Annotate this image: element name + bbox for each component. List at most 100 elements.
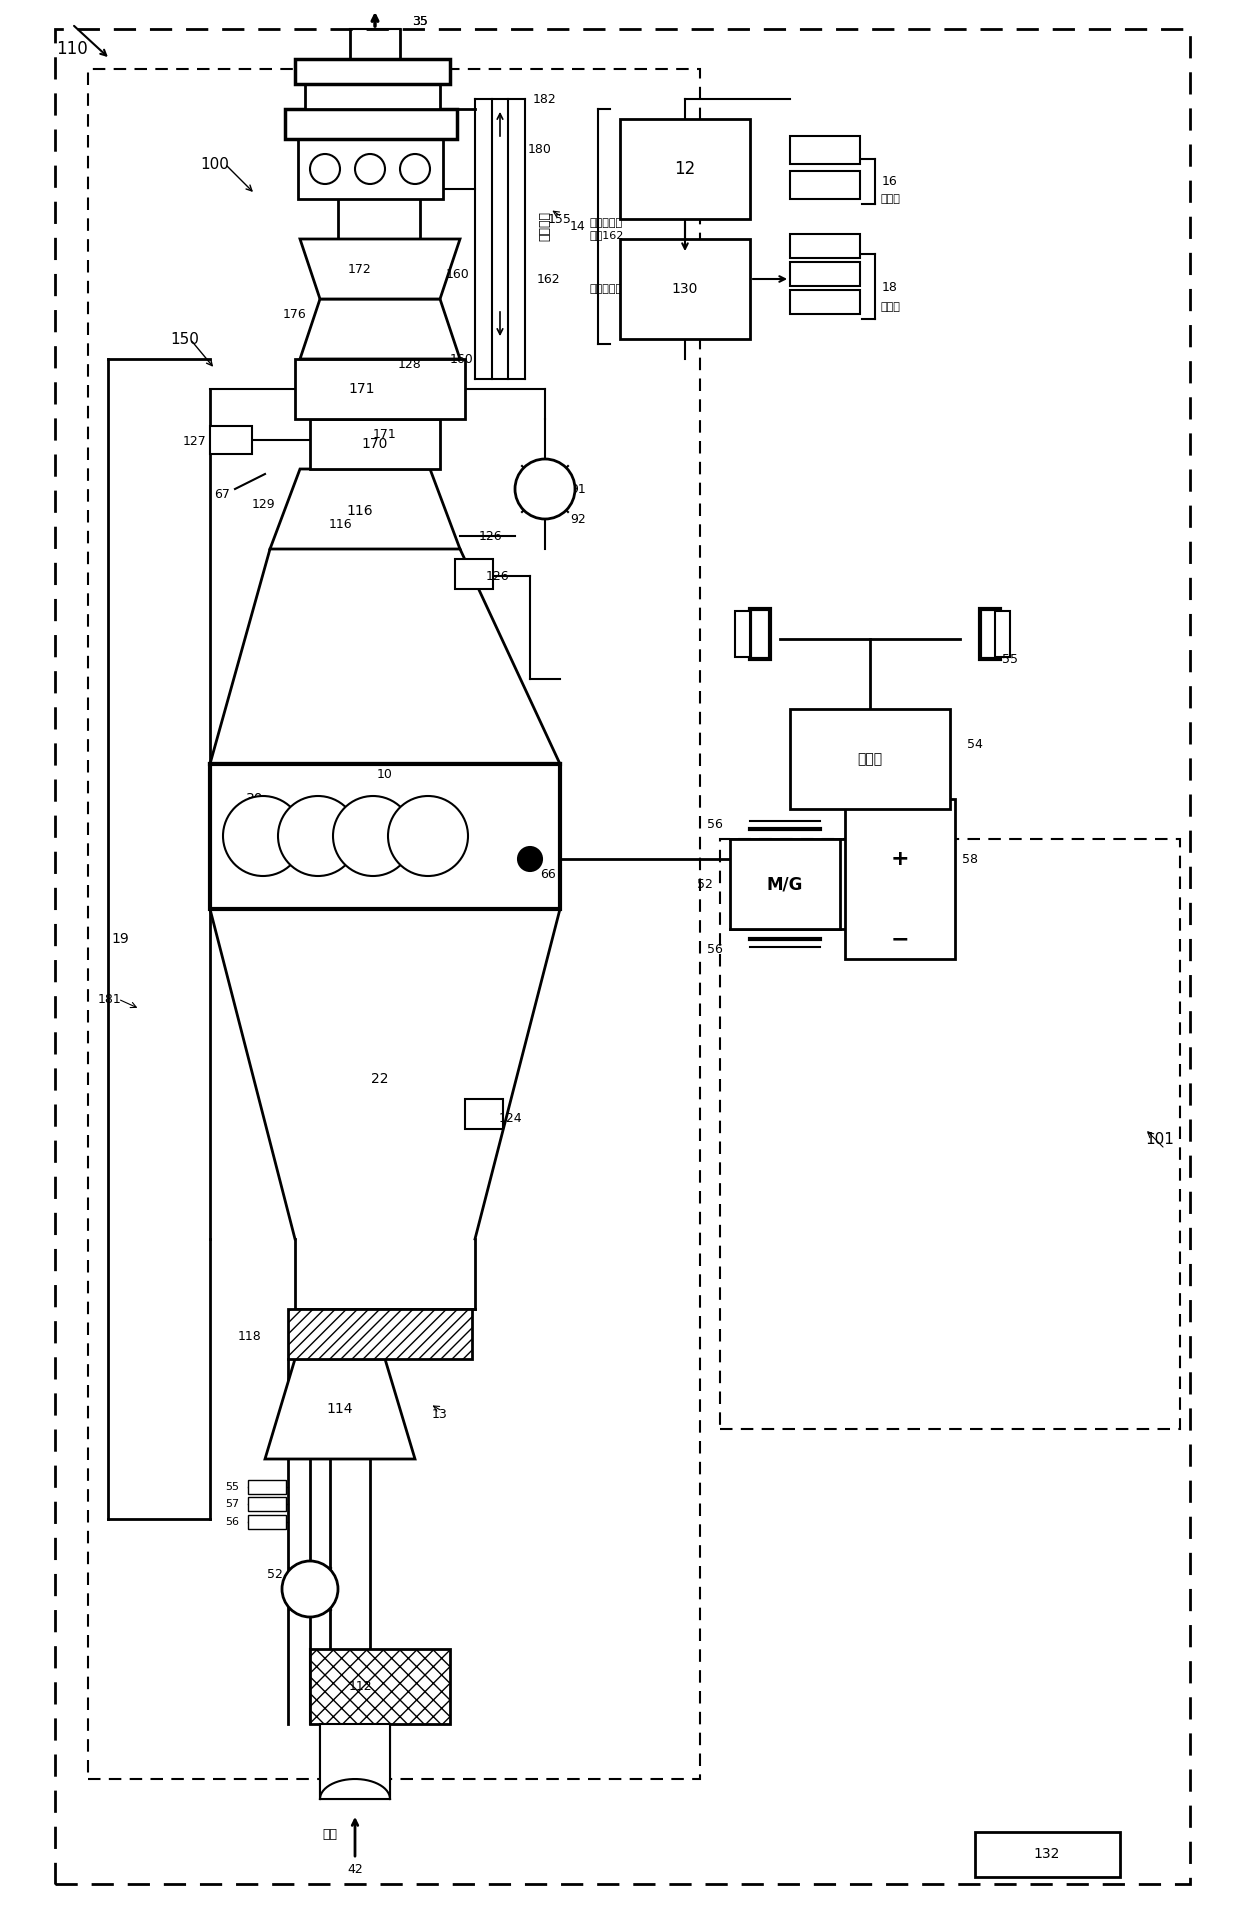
Text: 10: 10 <box>377 768 393 781</box>
Text: 110: 110 <box>56 40 88 58</box>
Text: 56: 56 <box>707 817 723 831</box>
Circle shape <box>223 796 303 875</box>
FancyBboxPatch shape <box>310 1648 450 1723</box>
FancyBboxPatch shape <box>790 171 861 200</box>
Text: 冷却剂输出
出到162: 冷却剂输出 出到162 <box>590 219 625 240</box>
Text: 116: 116 <box>347 505 373 518</box>
FancyBboxPatch shape <box>620 240 750 340</box>
Text: 35: 35 <box>412 15 428 27</box>
Text: 102: 102 <box>398 340 422 353</box>
Text: 127: 127 <box>184 434 207 447</box>
FancyBboxPatch shape <box>288 1309 472 1359</box>
Text: 52: 52 <box>267 1568 283 1581</box>
Text: 91: 91 <box>570 482 585 495</box>
Text: 101: 101 <box>1146 1132 1174 1146</box>
Text: M/G: M/G <box>766 875 804 892</box>
Polygon shape <box>265 1359 415 1458</box>
FancyBboxPatch shape <box>305 84 440 109</box>
Circle shape <box>518 846 542 871</box>
FancyBboxPatch shape <box>790 136 861 163</box>
Text: 150: 150 <box>171 332 200 347</box>
Text: 160: 160 <box>450 353 474 365</box>
FancyBboxPatch shape <box>455 558 494 589</box>
Text: 170: 170 <box>362 438 388 451</box>
Text: 118: 118 <box>238 1330 262 1343</box>
Text: 12: 12 <box>675 159 696 178</box>
Text: 19: 19 <box>112 933 129 946</box>
Text: 35: 35 <box>412 15 428 27</box>
Text: 114: 114 <box>327 1403 353 1416</box>
Text: 172: 172 <box>348 263 372 276</box>
Circle shape <box>388 796 467 875</box>
FancyBboxPatch shape <box>620 119 750 219</box>
Text: 160: 160 <box>446 267 470 280</box>
Text: 67: 67 <box>215 487 229 501</box>
Text: 55: 55 <box>224 1481 239 1491</box>
FancyBboxPatch shape <box>295 359 465 418</box>
Text: 100: 100 <box>201 157 229 171</box>
FancyBboxPatch shape <box>790 290 861 315</box>
Polygon shape <box>320 1723 391 1798</box>
FancyBboxPatch shape <box>790 263 861 286</box>
Polygon shape <box>270 468 460 549</box>
FancyBboxPatch shape <box>994 610 1011 656</box>
FancyBboxPatch shape <box>980 608 999 658</box>
Text: 52: 52 <box>697 877 713 890</box>
Text: 124: 124 <box>498 1113 522 1126</box>
Circle shape <box>278 796 358 875</box>
Text: 132: 132 <box>1034 1846 1060 1861</box>
FancyBboxPatch shape <box>210 426 252 455</box>
FancyBboxPatch shape <box>844 798 955 960</box>
FancyBboxPatch shape <box>310 418 440 468</box>
Text: 129: 129 <box>252 497 275 510</box>
FancyBboxPatch shape <box>790 708 950 810</box>
Text: 55: 55 <box>1002 652 1018 666</box>
FancyBboxPatch shape <box>295 59 450 84</box>
Text: 16: 16 <box>882 175 898 188</box>
Text: 182: 182 <box>533 92 557 106</box>
FancyBboxPatch shape <box>975 1833 1120 1877</box>
FancyBboxPatch shape <box>210 764 560 910</box>
Text: 126: 126 <box>479 530 502 543</box>
Circle shape <box>334 796 413 875</box>
Text: 传感器: 传感器 <box>880 194 900 203</box>
Text: 112: 112 <box>348 1681 372 1693</box>
Text: 36: 36 <box>377 848 393 860</box>
Text: 66: 66 <box>541 867 556 881</box>
Text: 128: 128 <box>398 357 422 370</box>
FancyBboxPatch shape <box>465 1100 503 1128</box>
Polygon shape <box>300 240 460 299</box>
Text: 进气: 进气 <box>322 1827 337 1840</box>
Text: 176: 176 <box>283 307 306 320</box>
Text: 控制系统: 控制系统 <box>538 211 552 242</box>
Text: 171: 171 <box>373 428 397 441</box>
Circle shape <box>281 1560 339 1618</box>
Text: 13: 13 <box>432 1407 448 1420</box>
Text: 加热器芯体: 加热器芯体 <box>590 284 624 294</box>
FancyBboxPatch shape <box>790 234 861 257</box>
Text: 126: 126 <box>485 570 508 583</box>
Text: 181: 181 <box>98 992 122 1006</box>
Text: 180: 180 <box>528 142 552 155</box>
Text: −: − <box>890 929 909 950</box>
Text: 54: 54 <box>967 737 983 750</box>
Text: 22: 22 <box>371 1073 389 1086</box>
Text: 171: 171 <box>348 382 376 395</box>
Polygon shape <box>300 299 460 359</box>
Circle shape <box>401 154 430 184</box>
Text: 57: 57 <box>224 1499 239 1508</box>
Text: 56: 56 <box>224 1518 239 1528</box>
Text: 58: 58 <box>962 852 978 865</box>
Text: 92: 92 <box>570 512 585 526</box>
Text: 18: 18 <box>882 280 898 294</box>
Circle shape <box>515 459 575 518</box>
Circle shape <box>355 154 384 184</box>
Text: 14: 14 <box>570 219 585 232</box>
FancyBboxPatch shape <box>285 109 458 138</box>
FancyBboxPatch shape <box>248 1480 286 1495</box>
FancyBboxPatch shape <box>735 610 750 656</box>
Text: 变速器: 变速器 <box>857 752 883 766</box>
Text: 116: 116 <box>329 518 352 530</box>
FancyBboxPatch shape <box>750 608 770 658</box>
FancyBboxPatch shape <box>298 138 443 200</box>
